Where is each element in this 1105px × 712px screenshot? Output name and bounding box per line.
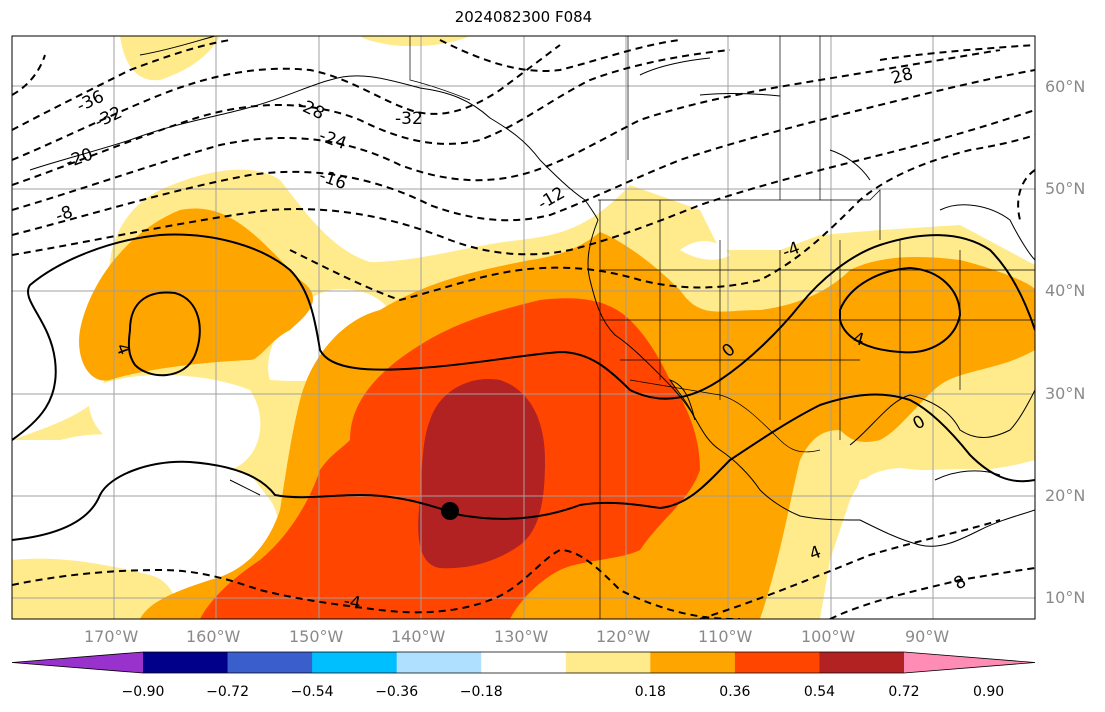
lat-label: 40°N (1045, 281, 1086, 300)
colorbar-segment (650, 652, 736, 673)
colorbar-tick-label: 0.18 (634, 684, 666, 700)
contour-label: 4 (851, 329, 867, 351)
colorbar-segment (312, 652, 398, 673)
colorbar-tick-label: −0.54 (290, 684, 334, 700)
colorbar-tick-label: −0.90 (121, 684, 165, 700)
contour-label: -4 (780, 238, 803, 263)
colorbar-tick-label: −0.18 (459, 684, 503, 700)
contour-label: -32 (395, 109, 423, 129)
solid-contours (12, 233, 1035, 541)
lon-label: 90°W (905, 627, 950, 646)
lat-label: 60°N (1045, 77, 1086, 96)
map-panel: -36 -32 -28 -24 -20 -16 -12 -8 -32 28 -4… (11, 35, 1036, 620)
lon-label: 130°W (494, 627, 549, 646)
colorbar-segment (227, 652, 313, 673)
colorbar-tick-label: 0.90 (972, 684, 1005, 700)
contour-label: -8 (53, 202, 76, 227)
colorbar-segment (904, 652, 1035, 673)
political-borders (409, 36, 1035, 619)
lon-label: 100°W (801, 627, 856, 646)
colorbar-tick-label: 0.72 (888, 684, 920, 700)
colorbar-segment (12, 652, 143, 673)
lon-label: 140°W (391, 627, 446, 646)
gridlines (12, 36, 1035, 619)
lat-label: 10°N (1045, 588, 1086, 607)
lon-label: 170°W (84, 627, 139, 646)
lon-label: 160°W (186, 627, 241, 646)
contour-label: -4 (342, 591, 362, 614)
lat-label: 30°N (1045, 384, 1086, 403)
colorbar-segment (734, 652, 820, 673)
colorbar-segment (819, 652, 905, 673)
colorbar-segment (143, 652, 229, 673)
map-frame (11, 35, 1036, 620)
lon-label: 110°W (698, 627, 753, 646)
lat-label: 50°N (1045, 179, 1086, 198)
lon-label: 120°W (596, 627, 651, 646)
colorbar (11, 651, 1036, 674)
dashed-contours (12, 39, 1035, 619)
map-title: 2024082300 F084 (454, 8, 593, 26)
shading-0.72-0.90 (418, 379, 545, 569)
lon-label: 150°W (289, 627, 344, 646)
colorbar-tick-label: −0.72 (206, 684, 249, 700)
colorbar-tick-label: 0.36 (719, 684, 751, 700)
colorbar-tick-label: −0.36 (375, 684, 419, 700)
lat-label: 20°N (1045, 486, 1086, 505)
coastlines (29, 36, 1035, 547)
colorbar-segment (565, 652, 651, 673)
colorbar-segment (481, 652, 567, 673)
location-marker (441, 502, 459, 520)
colorbar-tick-label: 0.54 (803, 684, 836, 700)
colorbar-outline (11, 651, 1036, 674)
colorbar-segment (396, 652, 482, 673)
